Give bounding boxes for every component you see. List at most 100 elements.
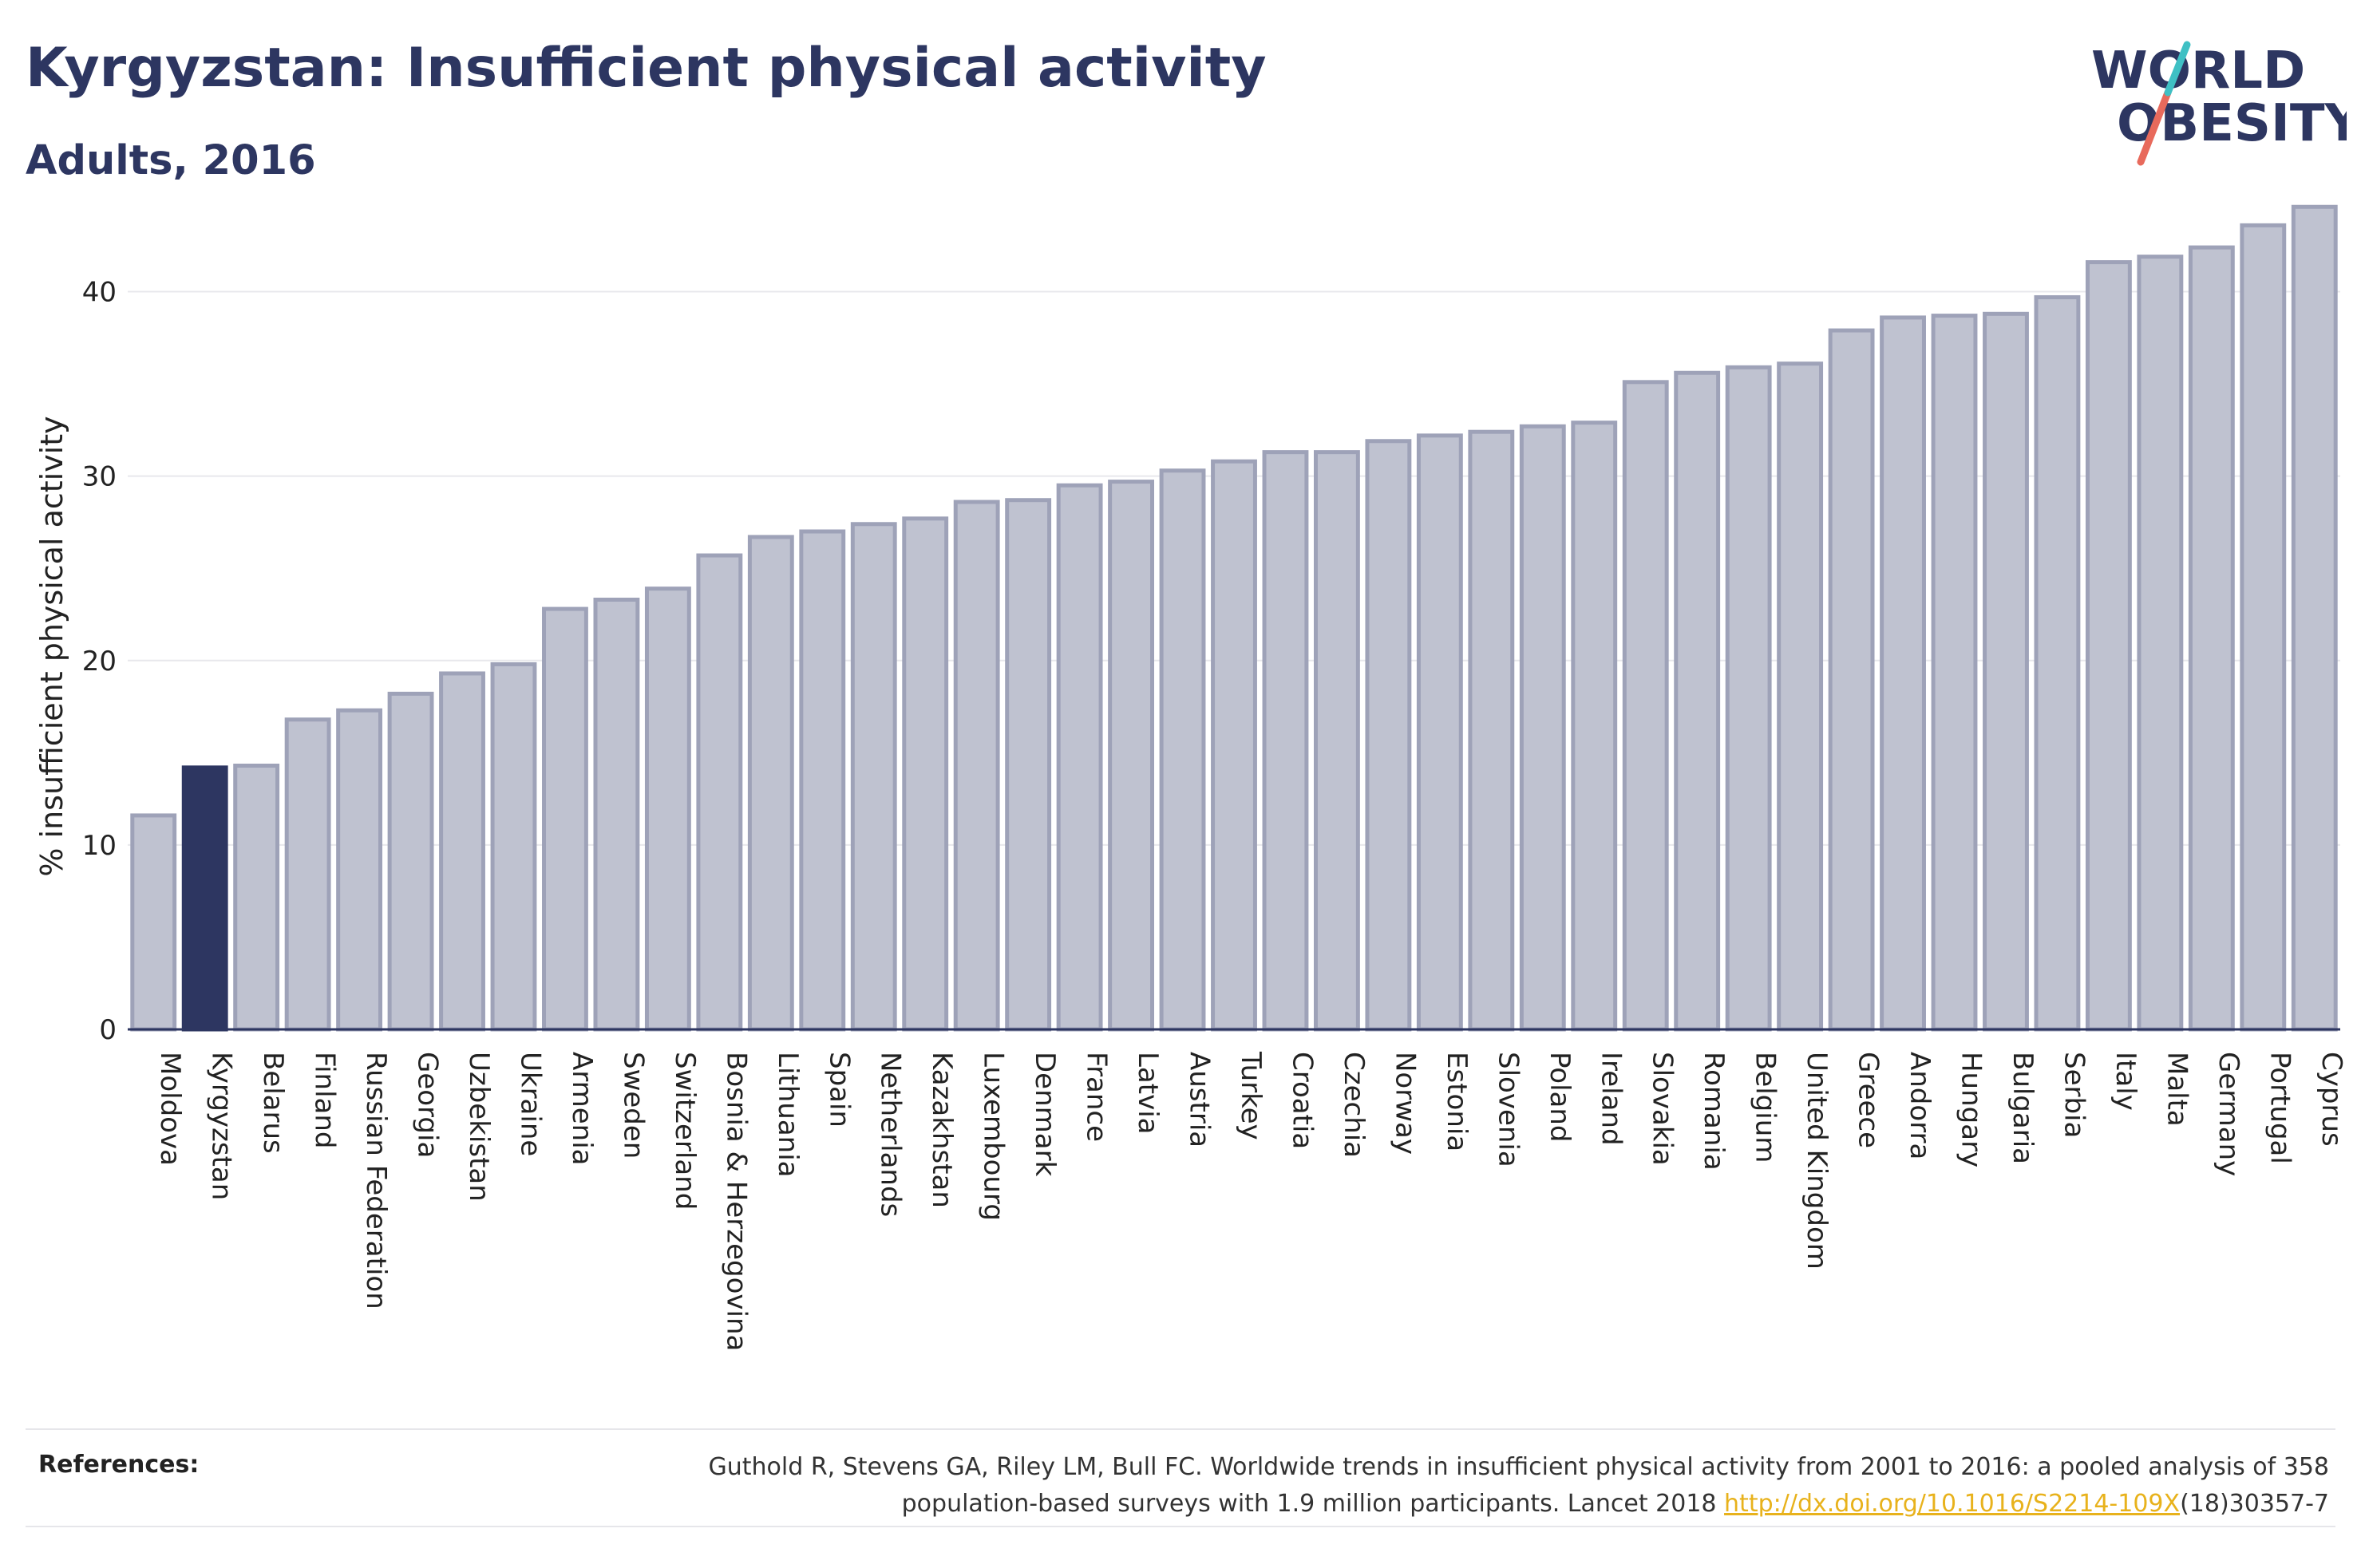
bar-ukraine <box>490 662 537 1032</box>
x-tick-label: Moldova <box>154 1052 186 1166</box>
bar-spain <box>799 529 846 1032</box>
y-axis-label: % insufficient physical activity <box>34 416 69 876</box>
bar-bulgaria <box>1983 311 2029 1032</box>
bar-malta <box>2137 255 2184 1032</box>
x-tick-label: Cyprus <box>2316 1052 2347 1147</box>
x-tick-label: Sweden <box>617 1052 649 1159</box>
x-tick-label: Poland <box>1544 1052 1576 1143</box>
bar-russian-federation <box>336 708 383 1032</box>
bar-uzbekistan <box>439 671 485 1032</box>
x-tick-label: Norway <box>1389 1052 1421 1155</box>
references-text: Guthold R, Stevens GA, Riley LM, Bull FC… <box>493 1449 2329 1523</box>
x-tick-label: Kazakhstan <box>926 1052 958 1208</box>
bar-turkey <box>1211 459 1257 1032</box>
bar-united-kingdom <box>1777 361 1824 1032</box>
page-title: Kyrgyzstan: Insufficient physical activi… <box>26 37 1267 100</box>
x-tick-label: Denmark <box>1029 1052 1061 1177</box>
x-tick-label: Netherlands <box>875 1052 907 1217</box>
x-tick-label: Lithuania <box>772 1052 804 1177</box>
bar-sweden <box>593 598 640 1032</box>
bar-hungary <box>1931 314 1978 1032</box>
x-tick-label: Hungary <box>1956 1052 1987 1167</box>
bar-france <box>1056 483 1103 1032</box>
x-tick-label: Serbia <box>2058 1052 2090 1138</box>
references-line2: population-based surveys with 1.9 millio… <box>901 1490 1725 1518</box>
x-tick-label: United Kingdom <box>1801 1052 1833 1270</box>
bar-norway <box>1365 439 1412 1032</box>
bar-czechia <box>1313 450 1360 1032</box>
y-tick-label: 10 <box>82 830 117 862</box>
references-after-link: (18)30357-7 <box>2180 1490 2329 1518</box>
logo-slash-teal <box>2164 41 2191 97</box>
bar-estonia <box>1416 433 1463 1032</box>
y-tick-label: 30 <box>82 461 117 493</box>
bar-switzerland <box>644 587 691 1032</box>
bar-latvia <box>1108 480 1155 1032</box>
x-tick-label: Uzbekistan <box>463 1052 495 1202</box>
bar-chart: 0 10 20 30 40 Moldova Kyrgyzstan Belarus Finland… <box>34 204 2347 1351</box>
bar-finland <box>284 717 331 1032</box>
x-tick-label: Austria <box>1184 1052 1216 1147</box>
y-tick-label: 20 <box>82 646 117 677</box>
bar-austria <box>1159 468 1206 1032</box>
x-tick-label: Andorra <box>1904 1052 1936 1159</box>
bar-belarus <box>233 764 280 1032</box>
x-tick-label: Georgia <box>412 1052 444 1158</box>
bar-denmark <box>1005 498 1052 1032</box>
x-tick-label: Malta <box>2161 1052 2193 1127</box>
y-tick-label: 0 <box>99 1014 117 1046</box>
x-tick-label: Switzerland <box>669 1052 701 1210</box>
bar-bosnia-herzegovina <box>696 553 743 1032</box>
logo-line1: WORLD <box>2091 41 2305 101</box>
bar-poland <box>1519 424 1566 1032</box>
bar-cyprus <box>2291 204 2338 1032</box>
references-bottom-divider <box>26 1526 2335 1527</box>
references-doi-link[interactable]: http://dx.doi.org/10.1016/S2214-109X <box>1724 1490 2181 1518</box>
bar-andorra <box>1880 315 1926 1032</box>
bar-serbia <box>2034 294 2081 1032</box>
x-tick-label: Belgium <box>1750 1052 1782 1163</box>
x-tick-label: Greece <box>1853 1052 1884 1148</box>
x-tick-label: Bosnia & Herzegovina <box>720 1052 752 1351</box>
world-obesity-logo: WORLD OBESITY <box>2091 41 2347 166</box>
references-line1: Guthold R, Stevens GA, Riley LM, Bull FC… <box>708 1453 2329 1481</box>
x-tick-label: Armenia <box>566 1052 598 1166</box>
x-tick-label: Kyrgyzstan <box>206 1052 238 1200</box>
references-label: References: <box>38 1451 200 1479</box>
page-subtitle: Adults, 2016 <box>26 137 316 184</box>
bar-italy <box>2085 260 2132 1032</box>
bar-georgia <box>387 691 434 1032</box>
bar-slovakia <box>1622 380 1669 1032</box>
x-tick-label: Luxembourg <box>978 1052 1010 1221</box>
x-tick-label: Germany <box>2213 1052 2244 1176</box>
bar-armenia <box>542 606 588 1032</box>
x-tick-label: Ukraine <box>514 1052 546 1156</box>
bar-kyrgyzstan <box>181 765 228 1032</box>
x-tick-label: Portugal <box>2264 1052 2296 1164</box>
x-tick-label: Belarus <box>257 1052 289 1154</box>
x-tick-label: France <box>1081 1052 1113 1142</box>
bar-greece <box>1828 328 1875 1032</box>
x-tick-label: Italy <box>2110 1052 2142 1111</box>
bar-belgium <box>1725 365 1772 1032</box>
x-tick-label: Bulgaria <box>2007 1052 2039 1164</box>
references-top-divider <box>26 1428 2335 1430</box>
x-tick-label: Ireland <box>1595 1052 1627 1146</box>
bar-luxembourg <box>953 500 1000 1032</box>
y-tick-label: 40 <box>82 277 117 309</box>
bar-lithuania <box>747 535 794 1032</box>
x-tick-label: Spain <box>823 1052 855 1128</box>
bar-croatia <box>1262 450 1309 1032</box>
bar-slovenia <box>1468 429 1515 1032</box>
bar-kazakhstan <box>902 516 949 1032</box>
bar-moldova <box>130 813 177 1032</box>
x-tick-label: Czechia <box>1338 1052 1370 1158</box>
x-tick-label: Turkey <box>1235 1051 1267 1140</box>
x-tick-label: Croatia <box>1286 1052 1318 1149</box>
bar-netherlands <box>850 522 897 1032</box>
x-tick-label: Finland <box>309 1052 341 1149</box>
bar-portugal <box>2240 223 2287 1032</box>
x-tick-label: Russian Federation <box>360 1052 392 1309</box>
x-tick-label: Latvia <box>1132 1052 1164 1135</box>
bar-germany <box>2188 245 2235 1032</box>
